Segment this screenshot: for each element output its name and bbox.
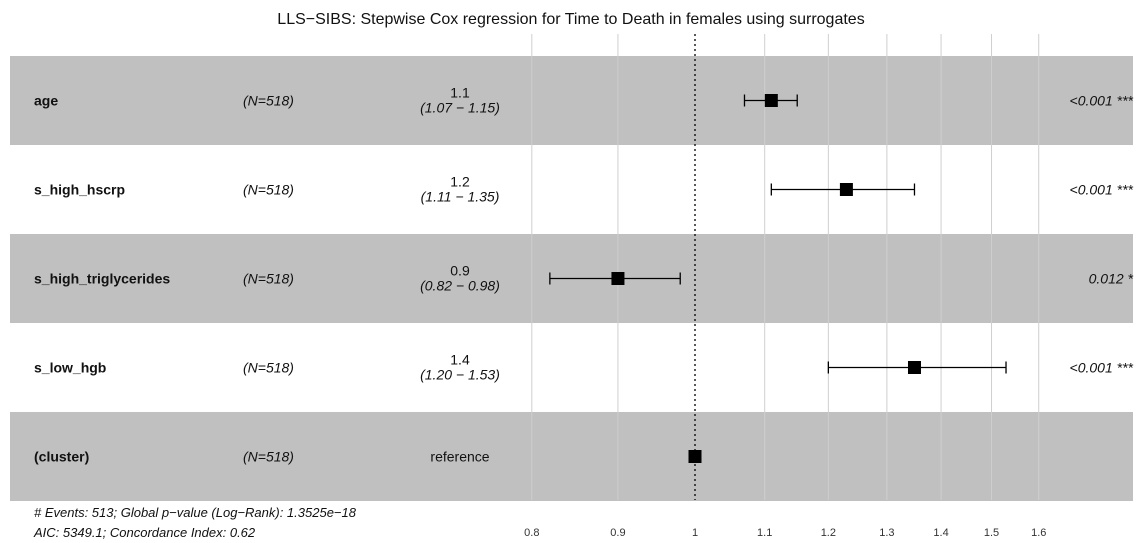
row-band <box>10 412 1133 501</box>
row-band <box>10 56 1133 145</box>
x-tick-label: 1.5 <box>984 527 999 539</box>
estimate-marks <box>549 94 1007 463</box>
point-estimate <box>764 94 778 107</box>
p-value-label: 0.012 * <box>1089 271 1134 287</box>
point-estimate <box>839 183 853 196</box>
x-tick-label: 1.6 <box>1031 527 1046 539</box>
variable-label: s_high_triglycerides <box>34 271 170 287</box>
ci-label: (0.82 − 0.98) <box>420 278 500 294</box>
x-tick-label: 1 <box>692 527 698 539</box>
row-labels: age (N=518) 1.1(1.07 − 1.15) <0.001 *** s_hi… <box>34 85 1134 465</box>
variable-label: s_low_hgb <box>34 360 106 376</box>
reference-label: reference <box>430 449 489 465</box>
footnote-aic: AIC: 5349.1; Concordance Index: 0.62 <box>33 525 256 540</box>
point-estimate <box>688 450 702 463</box>
variable-label: s_high_hscrp <box>34 182 125 198</box>
point-estimate <box>611 272 625 285</box>
n-label: (N=518) <box>243 271 294 287</box>
p-value-label: <0.001 *** <box>1070 93 1134 109</box>
n-label: (N=518) <box>243 449 294 465</box>
ci-label: (1.11 − 1.35) <box>421 189 500 205</box>
gridlines <box>531 34 1040 500</box>
x-tick-label: 1.3 <box>879 527 894 539</box>
x-tick-label: 1.4 <box>933 527 948 539</box>
hr-estimate-label: 1.4 <box>450 352 470 368</box>
hr-estimate-label: 1.2 <box>450 174 470 190</box>
footnote-events: # Events: 513; Global p−value (Log−Rank)… <box>34 505 357 520</box>
ci-label: (1.20 − 1.53) <box>420 367 500 383</box>
hr-estimate-label: 1.1 <box>450 85 470 101</box>
x-tick-label: 1.2 <box>821 527 836 539</box>
point-estimate <box>907 361 921 374</box>
p-value-label: <0.001 *** <box>1070 182 1134 198</box>
n-label: (N=518) <box>243 93 294 109</box>
variable-label: (cluster) <box>34 449 89 465</box>
x-tick-label: 0.9 <box>610 527 625 539</box>
x-tick-label: 1.1 <box>757 527 772 539</box>
p-value-label: <0.001 *** <box>1070 360 1134 376</box>
chart-title: LLS−SIBS: Stepwise Cox regression for Ti… <box>277 11 864 28</box>
hr-estimate-label: 0.9 <box>450 263 470 279</box>
x-tick-label: 0.8 <box>524 527 539 539</box>
n-label: (N=518) <box>243 182 294 198</box>
x-axis-ticks: 0.8 0.9 1 1.1 1.2 1.3 1.4 1.5 1.6 <box>524 527 1046 539</box>
variable-label: age <box>34 93 58 109</box>
ci-label: (1.07 − 1.15) <box>420 100 500 116</box>
n-label: (N=518) <box>243 360 294 376</box>
